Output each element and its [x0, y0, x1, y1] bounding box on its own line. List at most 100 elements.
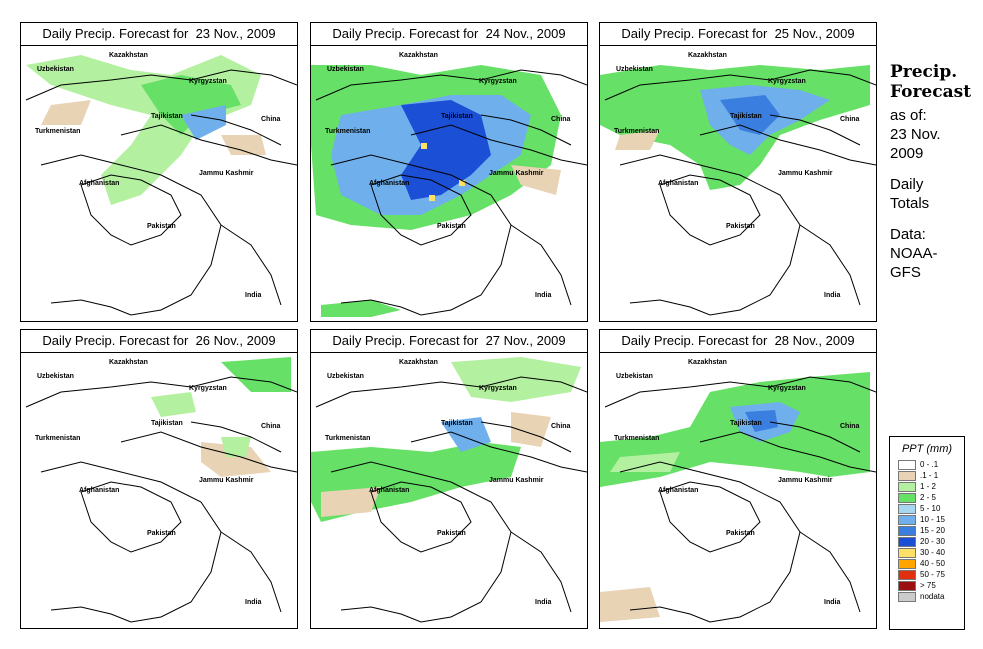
label-kazakhstan: Kazakhstan — [688, 52, 727, 59]
precip-shading — [311, 65, 561, 317]
label-pakistan: Pakistan — [147, 223, 176, 230]
label-tajikistan: Tajikistan — [151, 420, 183, 427]
legend-label: 10 - 15 — [920, 514, 945, 524]
map-labels: Kazakhstan Uzbekistan Kyrgyzstan Tajikis… — [325, 359, 571, 606]
panel-title: Daily Precip. Forecast for 24 Nov., 2009 — [311, 23, 587, 46]
label-china: China — [840, 423, 860, 430]
precip-map: Kazakhstan Uzbekistan Kyrgyzstan Tajikis… — [600, 45, 877, 321]
title-line-2: Forecast — [890, 82, 972, 102]
legend-label: 15 - 20 — [920, 525, 945, 535]
precip-map-svg: Kazakhstan Uzbekistan Kyrgyzstan Tajikis… — [25, 357, 298, 623]
label-jammu-kashmir: Jammu Kashmir — [489, 170, 544, 177]
precip-map: Kazakhstan Uzbekistan Kyrgyzstan Tajikis… — [21, 352, 298, 628]
map-labels: Kazakhstan Uzbekistan Kyrgyzstan Tajikis… — [614, 52, 860, 299]
legend-swatch — [898, 492, 916, 503]
label-india: India — [824, 292, 840, 299]
label-kazakhstan: Kazakhstan — [399, 359, 438, 366]
forecast-panel-23-nov: Daily Precip. Forecast for 23 Nov., 2009… — [20, 22, 298, 322]
panel-title: Daily Precip. Forecast for 25 Nov., 2009 — [600, 23, 876, 46]
forecast-panel-25-nov: Daily Precip. Forecast for 25 Nov., 2009… — [599, 22, 877, 322]
label-tajikistan: Tajikistan — [441, 113, 473, 120]
label-china: China — [261, 116, 281, 123]
label-pakistan: Pakistan — [437, 530, 466, 537]
label-tajikistan: Tajikistan — [730, 420, 762, 427]
legend-swatch — [898, 569, 916, 580]
label-kazakhstan: Kazakhstan — [399, 52, 438, 59]
legend-label: 2 - 5 — [920, 492, 937, 502]
legend-item: 0 - .1 — [898, 459, 964, 470]
precip-map-svg: Kazakhstan Uzbekistan Kyrgyzstan Tajikis… — [311, 52, 588, 317]
precip-shading — [151, 357, 291, 477]
country-borders — [315, 69, 588, 316]
forecast-panel-24-nov: Daily Precip. Forecast for 24 Nov., 2009… — [310, 22, 588, 322]
label-jammu-kashmir: Jammu Kashmir — [489, 477, 544, 484]
label-india: India — [535, 292, 551, 299]
label-pakistan: Pakistan — [437, 223, 466, 230]
legend-label: > 75 — [920, 580, 936, 590]
label-china: China — [840, 116, 860, 123]
legend-label: .1 - 1 — [920, 470, 939, 480]
legend-item: 20 - 30 — [898, 536, 964, 547]
legend-label: 30 - 40 — [920, 547, 945, 557]
legend-item: 2 - 5 — [898, 492, 964, 503]
map-labels: Kazakhstan Uzbekistan Kyrgyzstan Tajikis… — [35, 52, 281, 299]
label-kyrgyzstan: Kyrgyzstan — [479, 78, 517, 85]
totals-line-1: Daily — [890, 176, 924, 193]
label-india: India — [535, 599, 551, 606]
panel-title: Daily Precip. Forecast for 28 Nov., 2009 — [600, 330, 876, 353]
label-jammu-kashmir: Jammu Kashmir — [778, 170, 833, 177]
label-uzbekistan: Uzbekistan — [37, 66, 74, 73]
country-borders — [604, 376, 877, 623]
label-turkmenistan: Turkmenistan — [35, 128, 80, 135]
label-pakistan: Pakistan — [147, 530, 176, 537]
country-borders — [604, 69, 877, 316]
legend-label: 1 - 2 — [920, 481, 937, 491]
label-india: India — [245, 292, 261, 299]
legend-swatch — [898, 536, 916, 547]
label-afghanistan: Afghanistan — [369, 487, 409, 494]
label-uzbekistan: Uzbekistan — [37, 373, 74, 380]
legend-label: 5 - 10 — [920, 503, 941, 513]
legend-swatch — [898, 525, 916, 536]
legend-item: 1 - 2 — [898, 481, 964, 492]
label-uzbekistan: Uzbekistan — [616, 373, 653, 380]
precip-map-svg: Kazakhstan Uzbekistan Kyrgyzstan Tajikis… — [600, 359, 877, 623]
source-line-2: NOAA- — [890, 245, 938, 262]
label-india: India — [245, 599, 261, 606]
legend-swatch — [898, 580, 916, 591]
label-kazakhstan: Kazakhstan — [688, 359, 727, 366]
precip-map-svg: Kazakhstan Uzbekistan Kyrgyzstan Tajikis… — [311, 357, 588, 623]
precip-shading — [311, 357, 581, 522]
precip-shading — [600, 372, 870, 622]
legend-item: .1 - 1 — [898, 470, 964, 481]
panel-title: Daily Precip. Forecast for 26 Nov., 2009 — [21, 330, 297, 353]
label-kyrgyzstan: Kyrgyzstan — [189, 385, 227, 392]
precip-shading — [600, 65, 870, 190]
country-borders — [25, 69, 298, 316]
legend-item: 5 - 10 — [898, 503, 964, 514]
label-tajikistan: Tajikistan — [730, 113, 762, 120]
legend-item: > 75 — [898, 580, 964, 591]
label-kyrgyzstan: Kyrgyzstan — [768, 385, 806, 392]
precip-map: Kazakhstan Uzbekistan Kyrgyzstan Tajikis… — [600, 352, 877, 628]
totals-line-2: Totals — [890, 195, 930, 212]
label-kyrgyzstan: Kyrgyzstan — [768, 78, 806, 85]
label-afghanistan: Afghanistan — [658, 487, 698, 494]
legend-label: 40 - 50 — [920, 558, 945, 568]
legend-swatch — [898, 503, 916, 514]
label-pakistan: Pakistan — [726, 530, 755, 537]
legend-label: nodata — [920, 591, 945, 601]
precip-shading — [26, 55, 266, 205]
label-tajikistan: Tajikistan — [441, 420, 473, 427]
label-afghanistan: Afghanistan — [369, 180, 409, 187]
label-uzbekistan: Uzbekistan — [616, 66, 653, 73]
panel-title: Daily Precip. Forecast for 27 Nov., 2009 — [311, 330, 587, 353]
legend-item: nodata — [898, 591, 964, 602]
legend-item: 10 - 15 — [898, 514, 964, 525]
label-kazakhstan: Kazakhstan — [109, 52, 148, 59]
forecast-panel-26-nov: Daily Precip. Forecast for 26 Nov., 2009… — [20, 329, 298, 629]
label-afghanistan: Afghanistan — [658, 180, 698, 187]
legend-swatch — [898, 547, 916, 558]
